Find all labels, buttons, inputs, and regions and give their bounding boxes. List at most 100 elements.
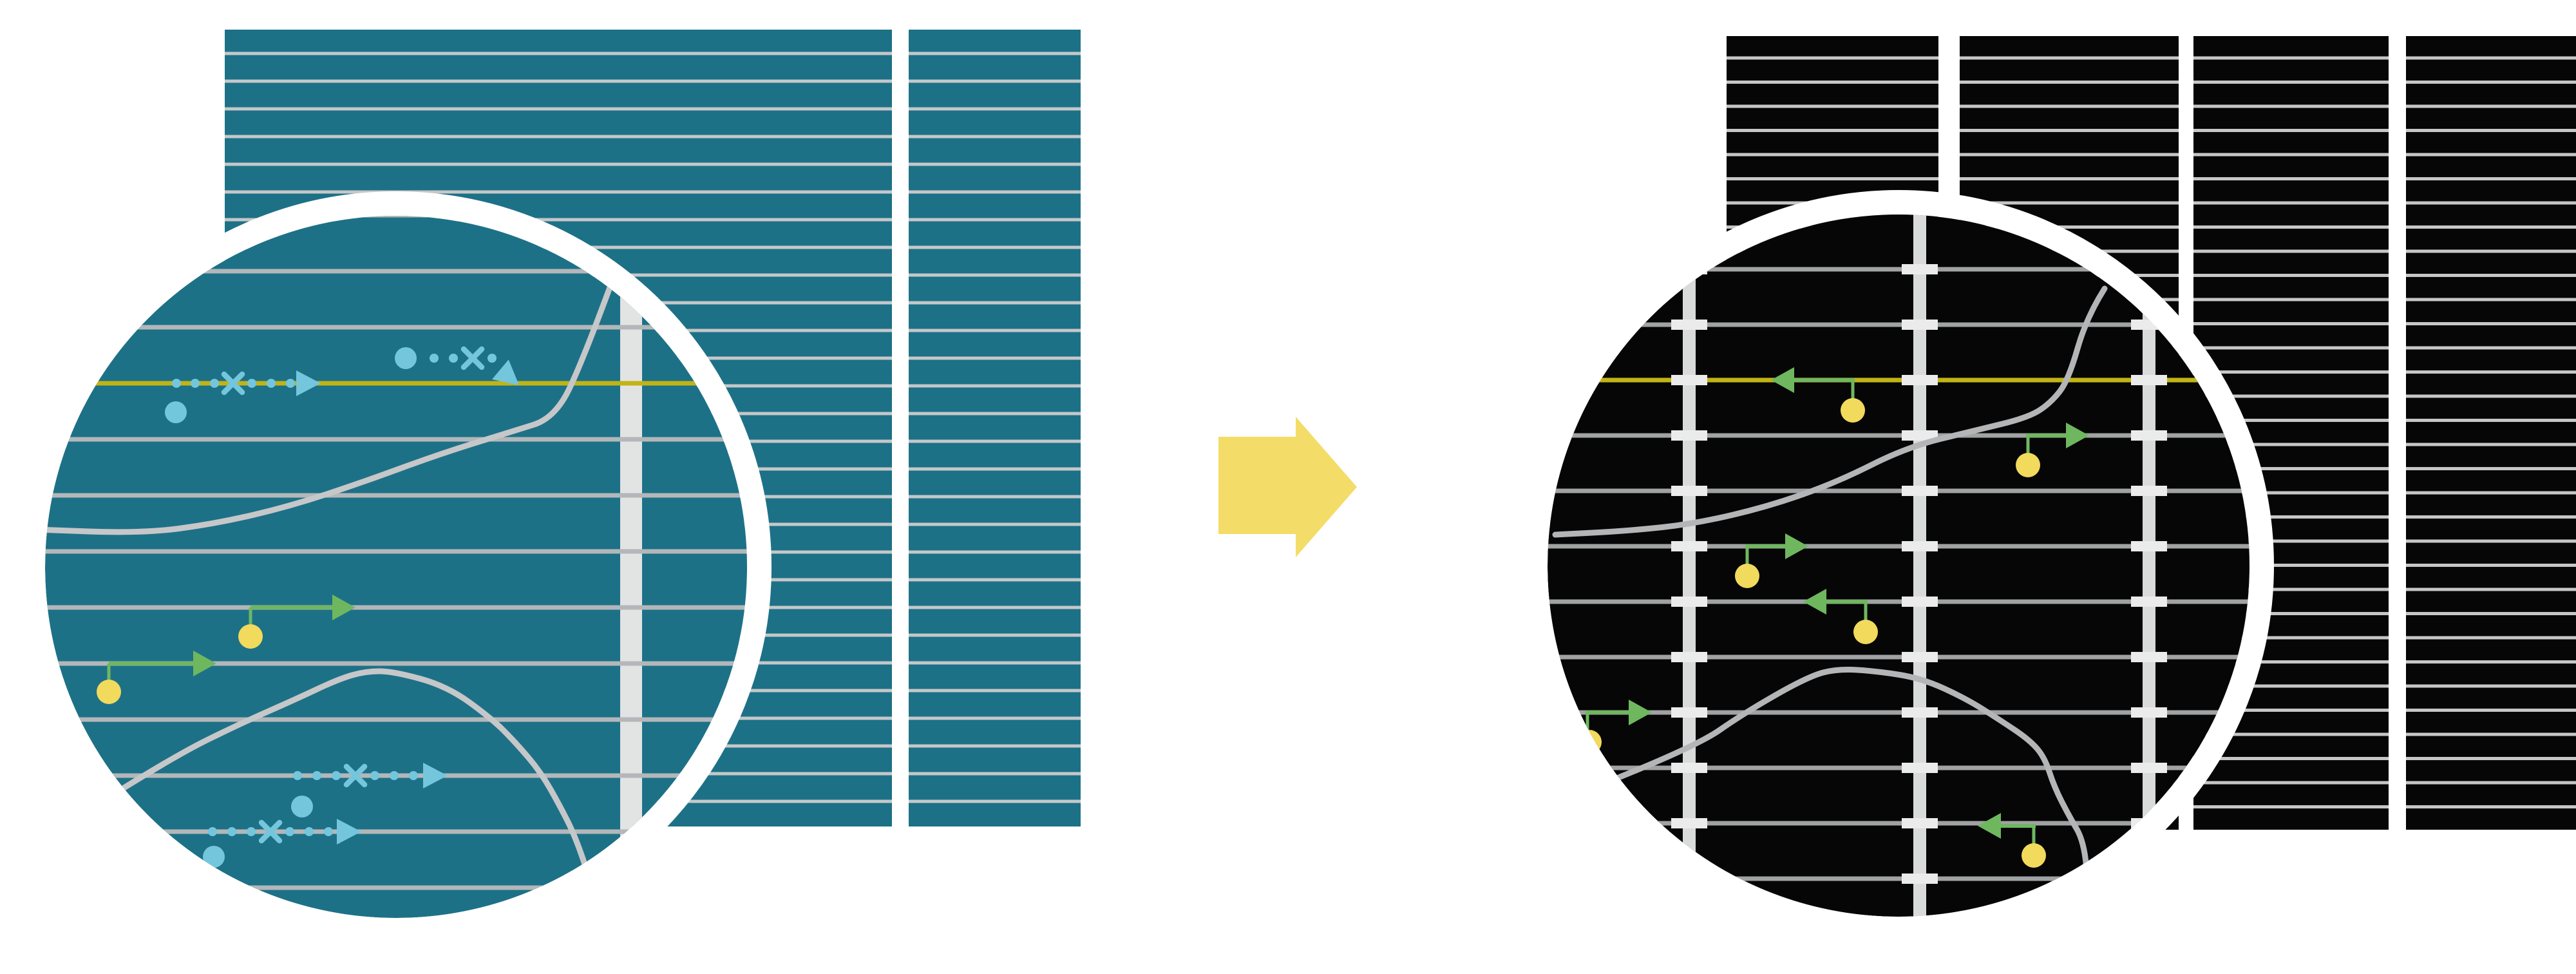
busbar-pad: [1902, 320, 1938, 330]
busbar-pad: [2131, 486, 2167, 496]
blocked-path-dot: [210, 379, 219, 388]
finger-line: [2406, 515, 2576, 519]
crack-line: [1552, 285, 2108, 538]
blocked-path-dot: [332, 771, 341, 780]
busbar-pad: [1902, 375, 1938, 385]
finger-line: [2406, 491, 2576, 495]
cell-panel: [909, 30, 1081, 826]
finger-line: [909, 799, 1081, 803]
finger-line: [2193, 732, 2389, 736]
finger-line: [2406, 370, 2576, 374]
blocked-path-dot: [488, 354, 497, 363]
blocked-path-dot: [449, 354, 458, 363]
finger-line: [2406, 467, 2576, 470]
busbar-pad: [1671, 375, 1707, 385]
finger-line: [2406, 636, 2576, 640]
current-source-dot: [97, 680, 121, 704]
blocked-path-dot: [208, 827, 217, 836]
finger-line: [909, 329, 1081, 332]
finger-line: [2193, 587, 2389, 591]
blocked-path-dot: [191, 379, 200, 388]
right-module-panel: [2406, 36, 2576, 830]
dislocation-dot: [291, 796, 313, 817]
finger-line: [45, 605, 747, 610]
busbar-pad: [2131, 652, 2167, 662]
blocked-cross-icon: [460, 346, 485, 370]
finger-line: [909, 384, 1081, 388]
finger-line: [909, 52, 1081, 55]
finger-line: [1548, 654, 2249, 660]
blocked-arrow-head: [296, 370, 321, 396]
finger-line: [2193, 104, 2389, 108]
finger-line: [2193, 805, 2389, 808]
finger-line: [45, 829, 747, 834]
finger-line: [2193, 419, 2389, 422]
busbar-pad: [1902, 597, 1938, 607]
finger-line: [909, 412, 1081, 415]
left-inset: [45, 216, 747, 918]
blocked-path-dot: [285, 827, 294, 836]
finger-line: [1727, 153, 1938, 157]
busbar-pad: [1671, 652, 1707, 662]
finger-line: [2406, 781, 2576, 785]
blocked-path-dot: [430, 354, 439, 363]
flow-arrow-head: [1978, 813, 2001, 839]
magnified-cell-background: [45, 216, 747, 918]
busbar-pad: [1671, 763, 1707, 773]
current-source-dot: [2022, 843, 2046, 868]
finger-line: [2406, 81, 2576, 84]
blocked-arrow-head: [423, 763, 448, 788]
finger-line: [2406, 346, 2576, 350]
finger-line: [1548, 322, 2249, 327]
blocked-flow-arrow: [165, 370, 321, 423]
flow-arrow-head: [1803, 589, 1826, 615]
finger-line: [45, 325, 747, 330]
finger-line: [2193, 443, 2389, 446]
flow-arrow-head: [193, 651, 216, 676]
left-module-panel: [909, 30, 1081, 826]
finger-line: [1548, 599, 2249, 604]
current-flow-arrow: [1735, 533, 1808, 588]
cell-panel: [2406, 36, 2576, 830]
finger-line: [45, 437, 747, 442]
blocked-path-dot: [305, 827, 314, 836]
crack-line: [111, 668, 593, 883]
finger-line: [2193, 757, 2389, 760]
blocked-path-dot: [409, 771, 418, 780]
finger-line: [2406, 298, 2576, 301]
finger-line: [2193, 684, 2389, 688]
finger-line: [2406, 443, 2576, 446]
current-flow-arrow: [1803, 589, 1878, 644]
finger-line: [909, 744, 1081, 748]
highlighted-finger-line: [1548, 377, 2249, 383]
dislocation-dot: [203, 846, 225, 868]
finger-line: [225, 218, 892, 222]
finger-line: [45, 717, 747, 722]
finger-line: [45, 216, 747, 218]
finger-line: [909, 245, 1081, 249]
busbar-pad: [1671, 541, 1707, 551]
finger-line: [225, 52, 892, 55]
busbar-pad: [1671, 486, 1707, 496]
busbar-pad: [1671, 320, 1707, 330]
finger-line: [909, 218, 1081, 222]
highlighted-finger-line: [45, 381, 747, 386]
busbar-pad: [2131, 375, 2167, 385]
busbar-pad: [1902, 430, 1938, 441]
transform-arrow-head: [1296, 417, 1357, 557]
finger-line: [909, 79, 1081, 83]
finger-line: [2193, 781, 2389, 785]
finger-line: [909, 273, 1081, 277]
flow-arrow-head: [332, 595, 355, 620]
finger-line: [1548, 267, 2249, 272]
flow-arrow-head: [2066, 423, 2089, 448]
blocked-cross-icon: [343, 763, 368, 788]
blocked-cross-icon: [258, 819, 283, 844]
finger-line: [2406, 129, 2576, 132]
crack-line: [1598, 667, 2092, 893]
busbar-pad: [2131, 430, 2167, 441]
finger-line: [2406, 709, 2576, 712]
finger-line: [1548, 876, 2249, 881]
